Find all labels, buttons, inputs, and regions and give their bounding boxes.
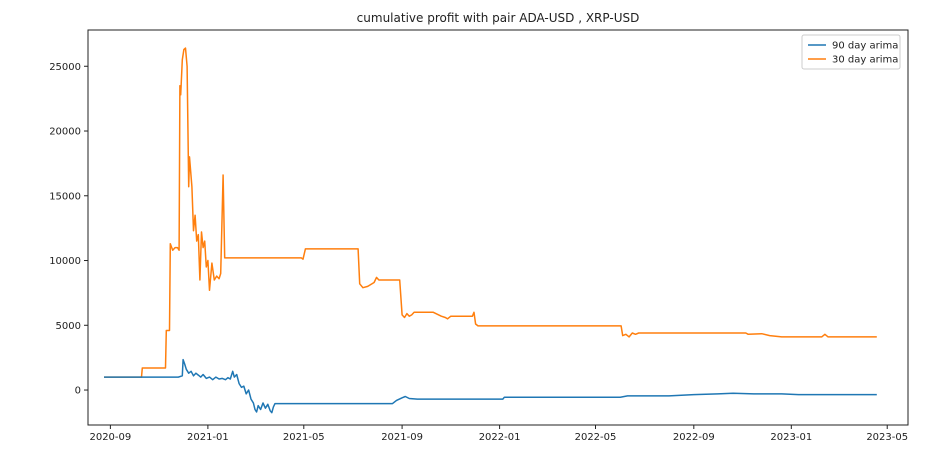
y-axis: 0 5000 10000 15000 20000 25000 xyxy=(49,62,88,397)
chart-title: cumulative profit with pair ADA-USD , XR… xyxy=(357,11,640,25)
y-tick-label: 5000 xyxy=(56,321,81,332)
legend-label: 30 day arima xyxy=(832,55,898,66)
legend-box xyxy=(801,34,901,70)
x-tick-label: 2021-05 xyxy=(283,432,325,443)
y-tick-label: 20000 xyxy=(49,127,81,138)
y-tick-label: 0 xyxy=(75,386,81,397)
x-tick-label: 2022-01 xyxy=(479,432,521,443)
legend-label: 90 day arima xyxy=(832,41,898,52)
x-tick-label: 2022-05 xyxy=(575,432,617,443)
legend: 90 day arima 30 day arima xyxy=(801,34,901,70)
y-tick-label: 25000 xyxy=(49,62,81,73)
x-tick-label: 2022-09 xyxy=(673,432,715,443)
x-tick-label: 2020-09 xyxy=(89,432,131,443)
series-line-90-day-arima xyxy=(104,358,877,414)
x-tick-label: 2023-05 xyxy=(866,432,908,443)
x-tick-label: 2021-09 xyxy=(381,432,423,443)
x-axis: 2020-09 2021-01 2021-05 2021-09 2022-01 2022-… xyxy=(89,425,908,443)
x-tick-label: 2023-01 xyxy=(770,432,812,443)
x-tick-label: 2021-01 xyxy=(187,432,229,443)
series-line-30-day-arima xyxy=(104,47,877,378)
series-layer xyxy=(104,47,877,414)
y-tick-label: 10000 xyxy=(49,256,81,267)
y-tick-label: 15000 xyxy=(49,191,81,202)
plot-area xyxy=(87,29,909,426)
